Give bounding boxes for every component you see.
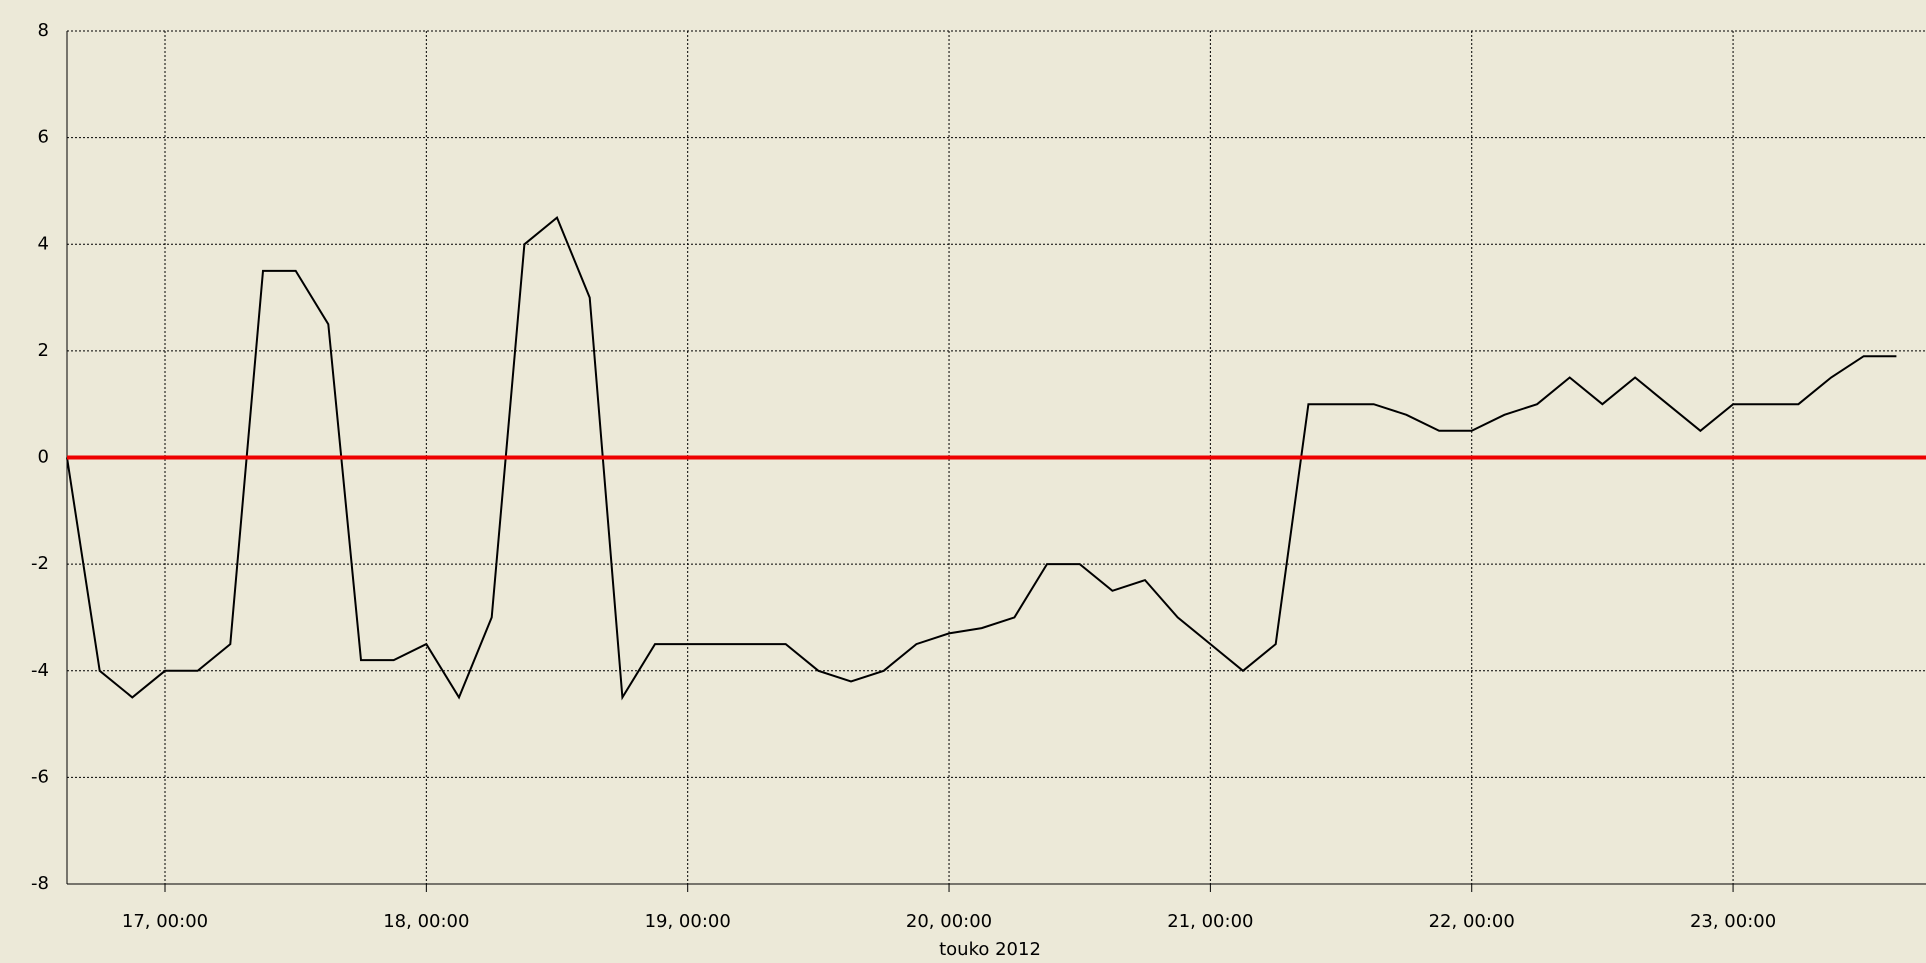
data-line	[66, 215, 1897, 701]
y-tick-label: -8	[31, 873, 49, 894]
x-tick-label: 22, 00:00	[1429, 911, 1515, 932]
x-tick-label: 23, 00:00	[1690, 911, 1776, 932]
x-tick-label: 19, 00:00	[645, 911, 731, 932]
x-tick-label: 21, 00:00	[1167, 911, 1253, 932]
y-tick-label: 0	[38, 447, 49, 468]
x-tick-label: 17, 00:00	[122, 911, 208, 932]
y-tick-label: 8	[38, 20, 49, 41]
y-tick-label: -4	[31, 660, 49, 681]
y-tick-label: 2	[38, 340, 49, 361]
y-tick-label: 6	[38, 127, 49, 148]
y-tick-label: -6	[31, 766, 49, 787]
y-tick-label: -2	[31, 553, 49, 574]
y-tick-label: 4	[38, 233, 49, 254]
x-tick-label: 18, 00:00	[383, 911, 469, 932]
x-axis-label: touko 2012	[939, 939, 1041, 960]
x-tick-label: 20, 00:00	[906, 911, 992, 932]
